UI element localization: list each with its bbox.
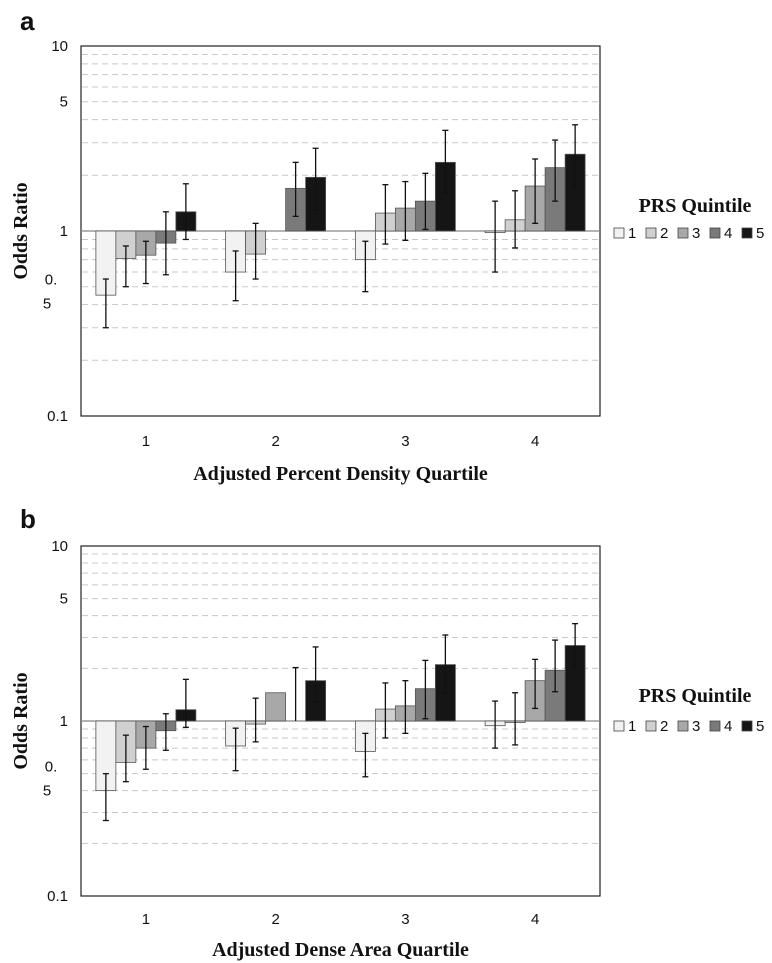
x-tick-label: 1 — [142, 911, 150, 928]
legend-label: 3 — [692, 225, 700, 242]
legend-swatch — [613, 227, 625, 239]
legend-swatch — [677, 720, 689, 732]
legend-swatch — [709, 720, 721, 732]
y-tick-label: 5 — [60, 94, 68, 111]
y-tick-label: 1 — [60, 223, 68, 240]
y-tick-label: 10 — [51, 538, 68, 555]
y-tick-label: 5 — [43, 296, 51, 313]
y-tick-label: 5 — [43, 783, 51, 800]
x-tick-label: 4 — [531, 433, 539, 450]
legend-swatch — [645, 720, 657, 732]
y-tick-label: 5 — [60, 591, 68, 608]
legend-swatch — [741, 227, 753, 239]
legend-swatch — [677, 227, 689, 239]
legend-label: 1 — [628, 225, 636, 242]
x-axis-title: Adjusted Dense Area Quartile — [212, 939, 469, 961]
x-tick-label: 1 — [142, 433, 150, 450]
legend-title: PRS Quintile — [639, 685, 752, 707]
x-tick-label: 2 — [271, 433, 279, 450]
legend-label: 5 — [756, 225, 764, 242]
y-tick-label: 0. — [45, 272, 58, 289]
y-axis-title: Odds Ratio — [10, 182, 32, 279]
bar — [265, 692, 287, 722]
legend-label: 2 — [660, 718, 668, 735]
x-tick-label: 3 — [401, 911, 409, 928]
legend-label: 4 — [724, 718, 732, 735]
legend-label: 1 — [628, 718, 636, 735]
x-tick-label: 2 — [271, 911, 279, 928]
y-tick-label: 1 — [60, 713, 68, 730]
legend-label: 5 — [756, 718, 764, 735]
legend-swatch — [709, 227, 721, 239]
legend-label: 4 — [724, 225, 732, 242]
panel-b: b 10 5 1 0. 5 0.1 Odds Ratio 1 2 3 4 Adjusted Dense … — [10, 504, 764, 961]
x-tick-label: 3 — [401, 433, 409, 450]
legend-swatch — [645, 227, 657, 239]
x-tick-label: 4 — [531, 911, 539, 928]
y-tick-label: 0. — [45, 759, 58, 776]
legend-swatch — [613, 720, 625, 732]
x-axis-title: Adjusted Percent Density Quartile — [193, 463, 488, 485]
legend-swatch — [741, 720, 753, 732]
legend-title: PRS Quintile — [639, 195, 752, 217]
panel-a: a 10 5 1 0. 5 0.1 Odds Ratio 1 2 3 4 Adjusted Percen… — [10, 6, 764, 485]
legend-label: 2 — [660, 225, 668, 242]
panel-letter: a — [20, 6, 35, 36]
y-tick-label: 0.1 — [47, 408, 68, 425]
legend-label: 3 — [692, 718, 700, 735]
y-axis-title: Odds Ratio — [10, 672, 32, 769]
y-tick-label: 0.1 — [47, 888, 68, 905]
panel-letter: b — [20, 504, 36, 534]
y-tick-label: 10 — [51, 38, 68, 55]
